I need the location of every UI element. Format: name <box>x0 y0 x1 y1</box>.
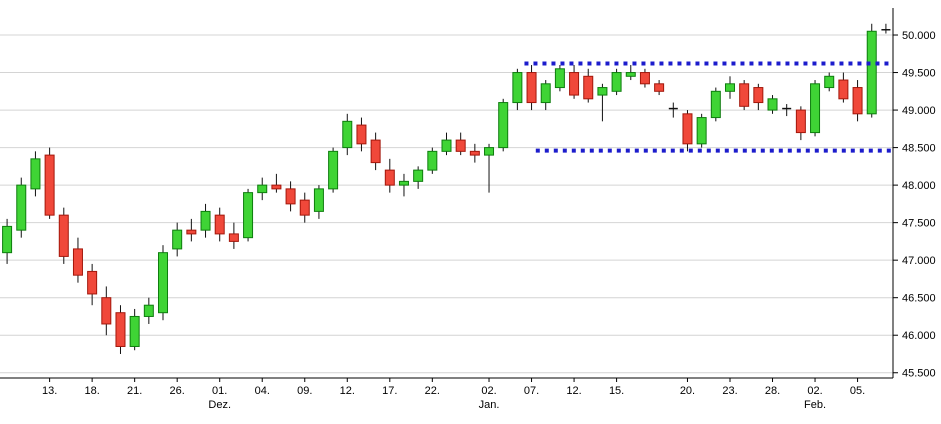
candle-up <box>866 30 877 115</box>
candle-up <box>710 90 721 119</box>
candle-down <box>186 229 197 235</box>
candle-down <box>583 75 594 100</box>
candle-down <box>44 154 55 216</box>
x-axis-label: 02. <box>481 385 496 397</box>
x-axis-label: 15. <box>609 385 624 397</box>
candle-up <box>257 184 268 194</box>
candle-down <box>271 184 282 190</box>
y-axis-label: 47.000 <box>902 255 936 267</box>
candle-down <box>370 139 381 164</box>
candle-up <box>625 72 636 77</box>
x-axis: 13. 18. 21. 26. 01. Dez. 04. 09. 12. 17. 22. 02. Jan… <box>0 8 894 411</box>
range-lines <box>524 61 893 153</box>
x-axis-label: 09. <box>297 385 312 397</box>
y-axis-label: 48.000 <box>902 180 936 192</box>
y-axis-label: 49.500 <box>902 68 936 80</box>
candle-down <box>852 87 863 115</box>
candle-down <box>72 248 83 276</box>
x-axis-label: 22. <box>425 385 440 397</box>
y-axis-label: 46.500 <box>902 293 936 305</box>
candle-down <box>58 214 69 257</box>
candle-down <box>753 87 764 104</box>
candle-up <box>16 184 27 231</box>
candle-down <box>682 113 693 145</box>
candle-up <box>540 83 551 104</box>
y-axis-label: 47.500 <box>902 218 936 230</box>
candle-down <box>87 270 98 295</box>
x-axis-label: 18. <box>84 385 99 397</box>
candle-up <box>313 188 324 212</box>
candle-down <box>299 199 310 216</box>
x-axis-month-label: Jan. <box>479 399 500 411</box>
candle-up <box>498 102 509 149</box>
candle-down <box>115 312 126 347</box>
x-axis-label: 21. <box>127 385 142 397</box>
x-axis-label: 01. <box>212 385 227 397</box>
x-axis-label: 05. <box>850 385 865 397</box>
candle-down <box>384 169 395 186</box>
candle-up <box>2 225 13 254</box>
candle-down <box>526 72 537 104</box>
candle-up <box>200 210 211 231</box>
candle-up <box>611 72 622 92</box>
y-axis-label: 48.500 <box>902 143 936 155</box>
candle-down <box>228 233 239 242</box>
candle-down <box>214 214 225 235</box>
candle-up <box>597 87 608 96</box>
candle-up <box>129 315 140 347</box>
candle-down <box>654 83 665 92</box>
candle-up <box>484 147 495 156</box>
x-axis-label: 04. <box>255 385 270 397</box>
candle-up <box>441 139 452 152</box>
x-axis-label: 28. <box>765 385 780 397</box>
x-axis-label: 12. <box>566 385 581 397</box>
candle-down <box>455 139 466 152</box>
candle-up <box>824 75 835 89</box>
candle-up <box>398 180 409 186</box>
candle-up <box>342 120 353 149</box>
y-axis-label: 50.000 <box>902 30 936 42</box>
candle-up <box>172 229 183 250</box>
candle-up <box>30 158 41 190</box>
x-axis-label: 02. <box>807 385 822 397</box>
candle-up <box>243 192 254 239</box>
x-axis-label: 20. <box>680 385 695 397</box>
candles-layer <box>2 23 891 354</box>
candle-down <box>469 150 480 156</box>
y-axis-label: 45.500 <box>902 368 936 380</box>
candle-up <box>328 150 339 190</box>
candle-up <box>554 68 565 89</box>
candle-up <box>143 304 154 317</box>
x-axis-label: 26. <box>170 385 185 397</box>
x-axis-label: 07. <box>524 385 539 397</box>
x-axis-month-label: Feb. <box>804 399 826 411</box>
y-axis-label: 46.000 <box>902 330 936 342</box>
candle-down <box>838 79 849 100</box>
candle-up <box>810 83 821 134</box>
candle-up <box>724 83 735 92</box>
candle-down <box>639 72 650 85</box>
y-axis-label: 49.000 <box>902 105 936 117</box>
candle-down <box>285 188 296 205</box>
candle-down <box>569 72 580 96</box>
candle-up <box>696 117 707 145</box>
x-axis-label: 13. <box>42 385 57 397</box>
x-axis-label: 12. <box>340 385 355 397</box>
candle-up <box>512 72 523 104</box>
candle-up <box>767 98 778 111</box>
x-axis-label: 23. <box>722 385 737 397</box>
candle-up <box>413 169 424 182</box>
y-axis: 45.500 46.000 46.500 47.000 47.500 48.000 48.5… <box>893 30 936 380</box>
candle-up <box>158 252 169 314</box>
candle-down <box>101 297 112 325</box>
candle-down <box>739 83 750 107</box>
x-axis-label: 17. <box>382 385 397 397</box>
candle-down <box>795 109 806 134</box>
x-axis-month-label: Dez. <box>208 399 231 411</box>
candle-down <box>356 124 367 145</box>
candle-up <box>427 150 438 171</box>
